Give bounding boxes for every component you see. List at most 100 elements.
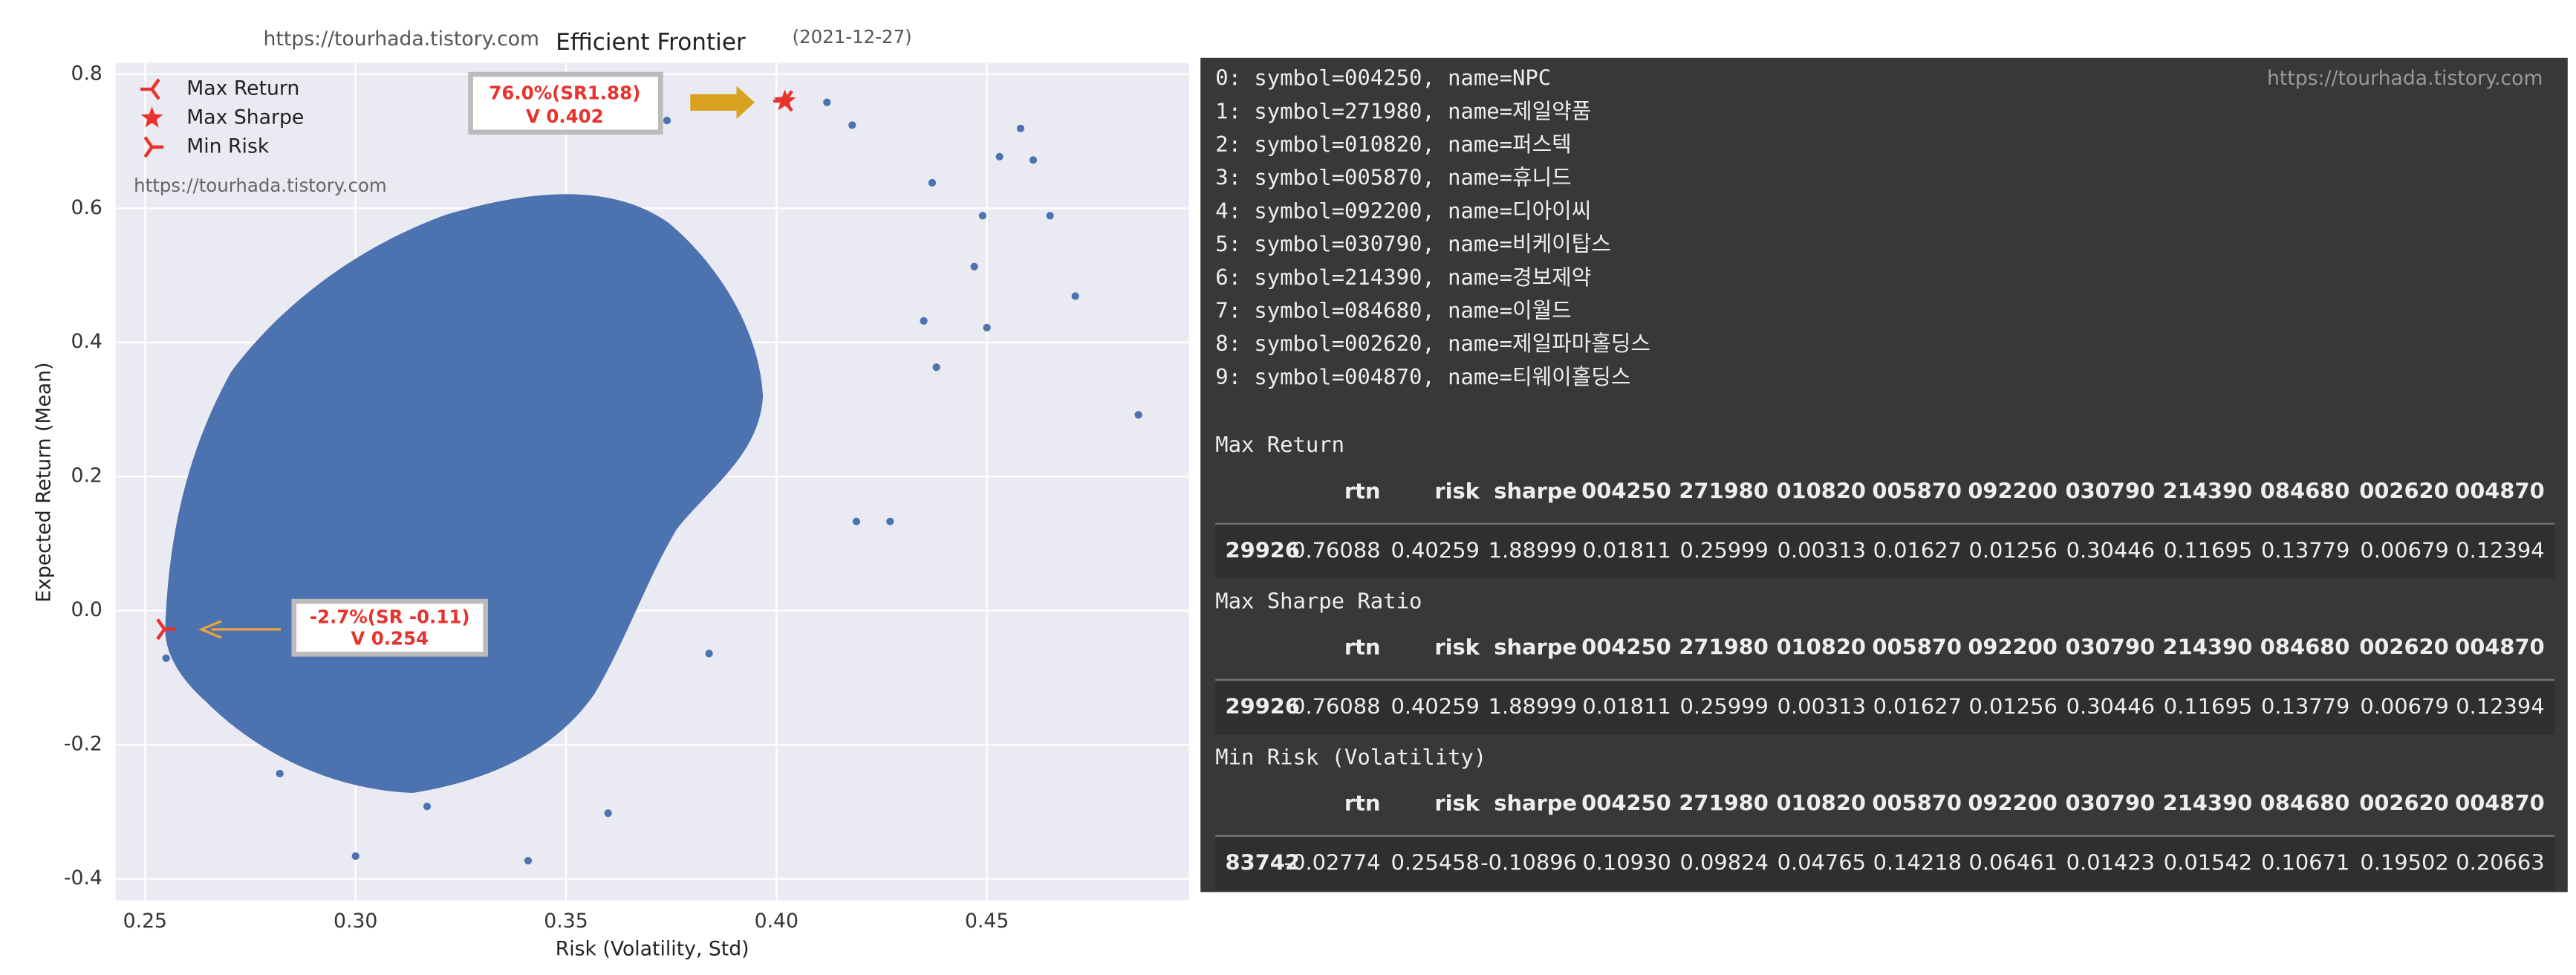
arrow (690, 85, 755, 120)
column-header: 004250 (1581, 791, 1671, 816)
legend-label: Max Sharpe (186, 106, 304, 129)
column-header: sharpe (1494, 478, 1577, 503)
legend-marker (143, 136, 164, 158)
cell: 0.01811 (1582, 537, 1671, 563)
point (705, 650, 713, 658)
chart-title: Efficient Frontier (556, 29, 746, 56)
column-header: 004870 (2455, 791, 2545, 816)
table-title: Min Risk (Volatility) (1215, 744, 1486, 769)
table-title: Max Sharpe Ratio (1215, 588, 1422, 613)
y-tick-label: 0.0 (71, 598, 102, 621)
output-line: 6: symbol=214390, name=경보제약 (1215, 265, 1591, 290)
column-header: 092200 (1968, 635, 2058, 660)
column-header: 004250 (1581, 635, 1671, 660)
output-line: 1: symbol=271980, name=제일약품 (1215, 98, 1591, 123)
point (852, 517, 861, 525)
column-header: 092200 (1968, 478, 2058, 503)
watermark: https://tourhada.tistory.com (2267, 67, 2543, 90)
column-header: risk (1434, 635, 1480, 660)
table-row-band (1215, 525, 2555, 579)
annotation: -2.7%(SR -0.11) (310, 606, 470, 627)
output-line: 3: symbol=005870, name=휴니드 (1215, 165, 1572, 190)
y-tick-label: -0.4 (64, 867, 103, 890)
point (162, 654, 170, 662)
column-header: 010820 (1776, 791, 1866, 816)
watermark: https://tourhada.tistory.com (264, 27, 539, 51)
column-header: 010820 (1776, 478, 1866, 503)
point (1016, 124, 1025, 133)
cell: -0.10896 (1480, 850, 1577, 875)
cell: 0.01627 (1873, 537, 1962, 563)
chart-subtitle: (2021-12-27) (793, 26, 912, 48)
legend-marker (140, 78, 160, 100)
y-axis-label: Expected Return (Mean) (33, 363, 56, 603)
cell: 0.00313 (1777, 537, 1866, 563)
cell: 0.25999 (1679, 537, 1768, 563)
annotation-box (468, 71, 663, 135)
marker (773, 89, 796, 111)
point (886, 517, 894, 525)
column-header: 002620 (2359, 791, 2449, 816)
cell: 0.12394 (2456, 537, 2544, 563)
point (604, 809, 612, 817)
y-tick-label: 0.8 (71, 62, 102, 85)
point (995, 152, 1004, 161)
column-header: risk (1434, 791, 1480, 816)
x-tick-label: 0.25 (123, 910, 167, 933)
cell: 0.76088 (1292, 694, 1380, 719)
cell: 1.88999 (1489, 537, 1577, 563)
cell: 0.00313 (1777, 694, 1866, 719)
cell: 0.11695 (2164, 537, 2252, 563)
column-header: 214390 (2163, 791, 2253, 816)
cell: 0.10671 (2261, 850, 2349, 875)
cell: 0.40259 (1391, 537, 1479, 563)
point (1029, 156, 1038, 164)
annotation-box (291, 598, 488, 657)
output-line: 7: symbol=084680, name=이월드 (1215, 297, 1572, 323)
column-header: sharpe (1494, 635, 1577, 660)
row-index: 29926 (1226, 537, 1300, 563)
column-header: 004870 (2455, 635, 2545, 660)
cell: 0.09824 (1679, 850, 1768, 875)
column-header: 002620 (2359, 635, 2449, 660)
table-row-band (1215, 681, 2555, 735)
output-panel (1200, 57, 2568, 893)
point (932, 363, 940, 372)
cell: 0.06461 (1969, 850, 2058, 875)
points (156, 89, 1142, 865)
column-header: 002620 (2359, 478, 2449, 503)
column-header: 005870 (1872, 635, 1962, 660)
cell: 0.13779 (2261, 537, 2349, 563)
row-index: 83742 (1226, 850, 1300, 875)
column-header: 214390 (2163, 635, 2253, 660)
column-header: 084680 (2260, 478, 2350, 503)
point (351, 852, 360, 861)
cell: 0.40259 (1391, 694, 1479, 719)
cell: 1.88999 (1489, 694, 1577, 719)
column-header: 030790 (2065, 791, 2155, 816)
cell: 0.01542 (2164, 850, 2252, 875)
table-title: Max Return (1215, 432, 1344, 457)
output-line: 8: symbol=002620, name=제일파마홀딩스 (1215, 331, 1650, 356)
output-line: 4: symbol=092200, name=디아이씨 (1215, 198, 1591, 223)
table-row-band (1215, 838, 2555, 891)
column-header: 271980 (1679, 635, 1769, 660)
cell: 0.00679 (2360, 694, 2448, 719)
cell: 0.01627 (1873, 694, 1962, 719)
cell: 0.11695 (2164, 694, 2252, 719)
point (663, 116, 671, 125)
point (920, 317, 928, 325)
cell: 0.25458 (1391, 850, 1479, 875)
point (848, 121, 856, 129)
legend-marker (140, 106, 163, 128)
column-header: 004870 (2455, 478, 2545, 503)
cell: 0.13779 (2261, 694, 2349, 719)
column-header: rtn (1344, 791, 1381, 816)
cell: 0.30446 (2066, 537, 2155, 563)
y-tick-label: 0.2 (71, 464, 102, 488)
column-header: risk (1434, 478, 1480, 503)
x-axis-label: Risk (Volatility, Std) (556, 938, 749, 961)
point (928, 178, 937, 187)
